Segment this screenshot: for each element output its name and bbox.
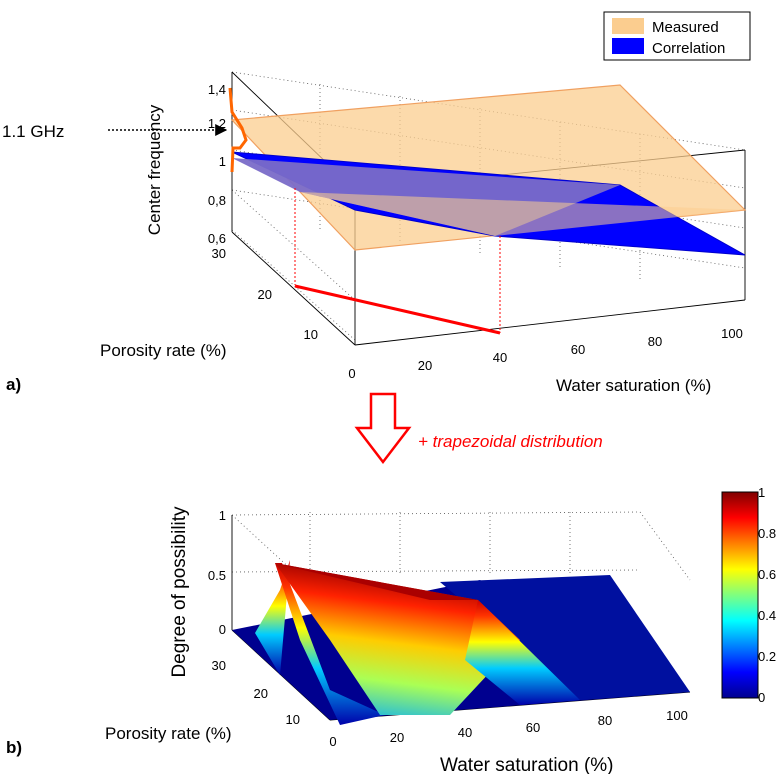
z-tick: 1,2 bbox=[208, 116, 226, 131]
x-tick: 60 bbox=[526, 720, 540, 735]
z-axis-label-b: Degree of possibility bbox=[169, 506, 190, 678]
colorbar-gradient bbox=[721, 491, 759, 699]
z-tick: 1 bbox=[219, 508, 226, 523]
surface-rise bbox=[255, 560, 290, 675]
z-tick: 0.5 bbox=[208, 568, 226, 583]
z-tick: 1 bbox=[219, 154, 226, 169]
z-axis-label-a: Center frequency bbox=[145, 104, 164, 235]
legend-swatch-measured bbox=[612, 18, 644, 34]
colorbar-tick: 0.2 bbox=[758, 649, 776, 664]
legend-swatch-correlation bbox=[612, 38, 644, 54]
measured-front bbox=[300, 192, 745, 236]
legend-a: Measured Correlation bbox=[603, 11, 751, 61]
z-ticks-b: 1 0.5 0 bbox=[208, 508, 226, 637]
x-tick: 0 bbox=[348, 366, 355, 381]
y-axis-label-b: Porosity rate (%) bbox=[105, 724, 232, 743]
surface-floor-right bbox=[440, 575, 690, 700]
y-tick: 10 bbox=[286, 712, 300, 727]
y-tick: 20 bbox=[254, 686, 268, 701]
frequency-distribution-curve bbox=[228, 87, 248, 173]
surface-plateau-ridge bbox=[275, 563, 478, 600]
legend-label-measured: Measured bbox=[652, 19, 719, 36]
panel-a: 1,4 1,2 1 0,8 0,6 30 20 10 0 20 40 60 80… bbox=[2, 11, 751, 395]
down-arrow-icon bbox=[354, 392, 412, 465]
colorbar: 0 0.2 0.4 0.6 0.8 1 bbox=[721, 485, 776, 705]
x-tick: 60 bbox=[571, 342, 585, 357]
panel-b: 1 0.5 0 30 20 10 0 20 40 60 80 100 Degre… bbox=[6, 485, 776, 774]
y-axis-label-a: Porosity rate (%) bbox=[100, 341, 227, 360]
z-tick: 0 bbox=[219, 622, 226, 637]
legend-label-correlation: Correlation bbox=[652, 40, 725, 57]
y-tick: 10 bbox=[304, 327, 318, 342]
surface-plateau bbox=[275, 563, 520, 715]
frequency-annotation: 1.1 GHz bbox=[2, 122, 64, 141]
z-tick: 0,8 bbox=[208, 193, 226, 208]
intersection-projection bbox=[294, 188, 501, 335]
panel-label-b: b) bbox=[6, 738, 22, 757]
x-tick: 80 bbox=[648, 334, 662, 349]
x-tick: 40 bbox=[493, 350, 507, 365]
transition: + trapezoidal distribution bbox=[354, 392, 603, 465]
colorbar-tick: 1 bbox=[758, 485, 765, 500]
z-tick: 0,6 bbox=[208, 231, 226, 246]
y-tick: 30 bbox=[212, 246, 226, 261]
x-axis-label-a: Water saturation (%) bbox=[556, 376, 711, 395]
z-ticks-a: 1,4 1,2 1 0,8 0,6 bbox=[208, 82, 226, 246]
surface-left-face bbox=[275, 563, 385, 725]
y-ticks-b: 30 20 10 bbox=[212, 658, 300, 727]
x-ticks-a: 0 20 40 60 80 100 bbox=[348, 326, 742, 381]
x-tick: 100 bbox=[721, 326, 743, 341]
x-tick: 80 bbox=[598, 713, 612, 728]
z-tick: 1,4 bbox=[208, 82, 226, 97]
x-tick: 100 bbox=[666, 708, 688, 723]
x-tick: 0 bbox=[329, 734, 336, 749]
y-ticks-a: 30 20 10 bbox=[212, 246, 318, 342]
colorbar-tick: 0 bbox=[758, 690, 765, 705]
x-ticks-b: 0 20 40 60 80 100 bbox=[329, 708, 687, 749]
colorbar-tick: 0.6 bbox=[758, 567, 776, 582]
x-tick: 40 bbox=[458, 725, 472, 740]
transition-label: + trapezoidal distribution bbox=[418, 432, 603, 451]
y-tick: 20 bbox=[258, 287, 272, 302]
x-axis-label-b: Water saturation (%) bbox=[440, 755, 614, 774]
surface-fall bbox=[465, 600, 580, 705]
y-tick: 30 bbox=[212, 658, 226, 673]
colorbar-tick: 0.4 bbox=[758, 608, 776, 623]
x-tick: 20 bbox=[390, 730, 404, 745]
colorbar-tick: 0.8 bbox=[758, 526, 776, 541]
panel-label-a: a) bbox=[6, 375, 21, 394]
x-tick: 20 bbox=[418, 358, 432, 373]
